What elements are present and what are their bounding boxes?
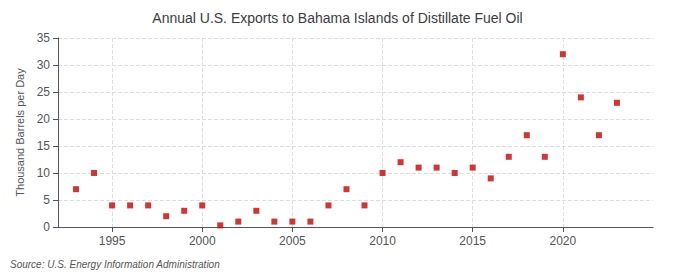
svg-text:2005: 2005 [279,234,306,248]
svg-text:Source: U.S. Energy Informatio: Source: U.S. Energy Information Administ… [10,259,220,270]
svg-text:25: 25 [37,85,51,99]
svg-text:1995: 1995 [99,234,126,248]
svg-text:2020: 2020 [549,234,576,248]
svg-text:10: 10 [37,166,51,180]
svg-text:2010: 2010 [369,234,396,248]
svg-text:Annual U.S. Exports to Bahama: Annual U.S. Exports to Bahama Islands of… [152,10,522,26]
svg-text:35: 35 [37,31,51,45]
svg-text:30: 30 [37,58,51,72]
svg-text:2000: 2000 [189,234,216,248]
svg-text:2015: 2015 [459,234,486,248]
svg-text:Thousand Barrels per Day: Thousand Barrels per Day [14,68,26,197]
svg-text:20: 20 [37,112,51,126]
svg-text:5: 5 [43,193,50,207]
svg-text:15: 15 [37,139,51,153]
svg-text:0: 0 [43,220,50,234]
